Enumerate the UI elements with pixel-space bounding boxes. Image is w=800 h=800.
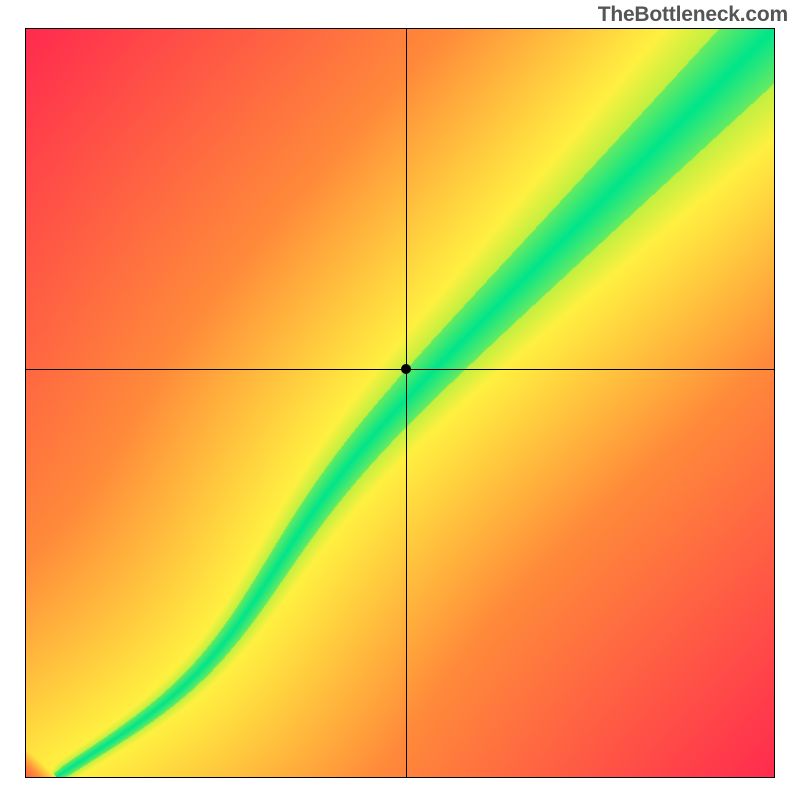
watermark-text: TheBottleneck.com [598, 3, 788, 27]
crosshair-marker [401, 364, 411, 374]
crosshair-vertical [406, 29, 407, 777]
heatmap-canvas [26, 29, 774, 777]
heatmap-plot [25, 28, 775, 778]
